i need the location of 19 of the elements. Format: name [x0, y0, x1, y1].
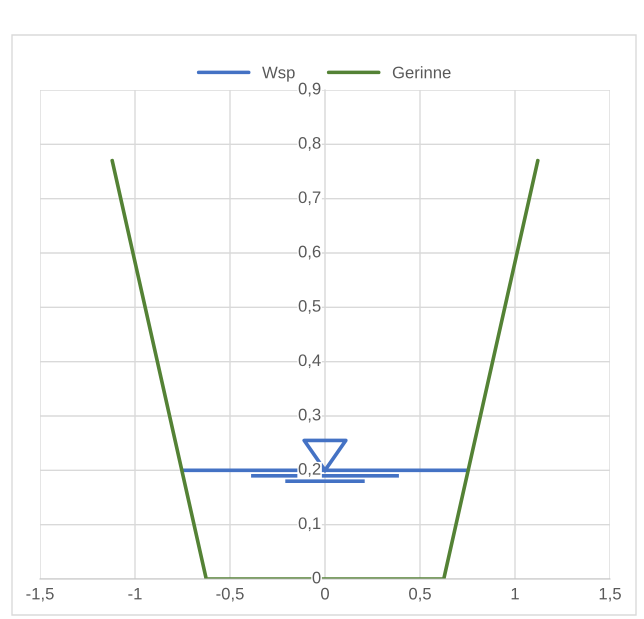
x-tick-label: -1,5	[26, 588, 54, 602]
legend-label: Gerinne	[392, 66, 451, 78]
x-tick-label: 1	[512, 588, 519, 600]
y-tick-label: 0,4	[298, 354, 321, 368]
y-tick-label: 0,5	[298, 300, 321, 314]
x-tick-label: -1	[128, 588, 142, 600]
y-tick-label: 0,6	[298, 246, 320, 260]
y-tick-label: 0,9	[298, 82, 320, 96]
y-tick-label: 0,7	[298, 191, 320, 206]
y-tick-label: 0	[312, 572, 321, 584]
y-tick-label: 0,2	[298, 463, 320, 477]
x-tick-label: -0,5	[216, 588, 244, 602]
x-tick-label: 1,5	[600, 588, 621, 602]
x-tick-label: 0	[321, 588, 329, 600]
y-tick-label: 0,8	[298, 137, 320, 151]
x-tick-label: 0,5	[409, 588, 431, 602]
y-tick-label: 0,1	[298, 517, 320, 532]
legend-label: Wsp	[262, 66, 295, 82]
y-tick-label: 0,3	[298, 408, 320, 422]
